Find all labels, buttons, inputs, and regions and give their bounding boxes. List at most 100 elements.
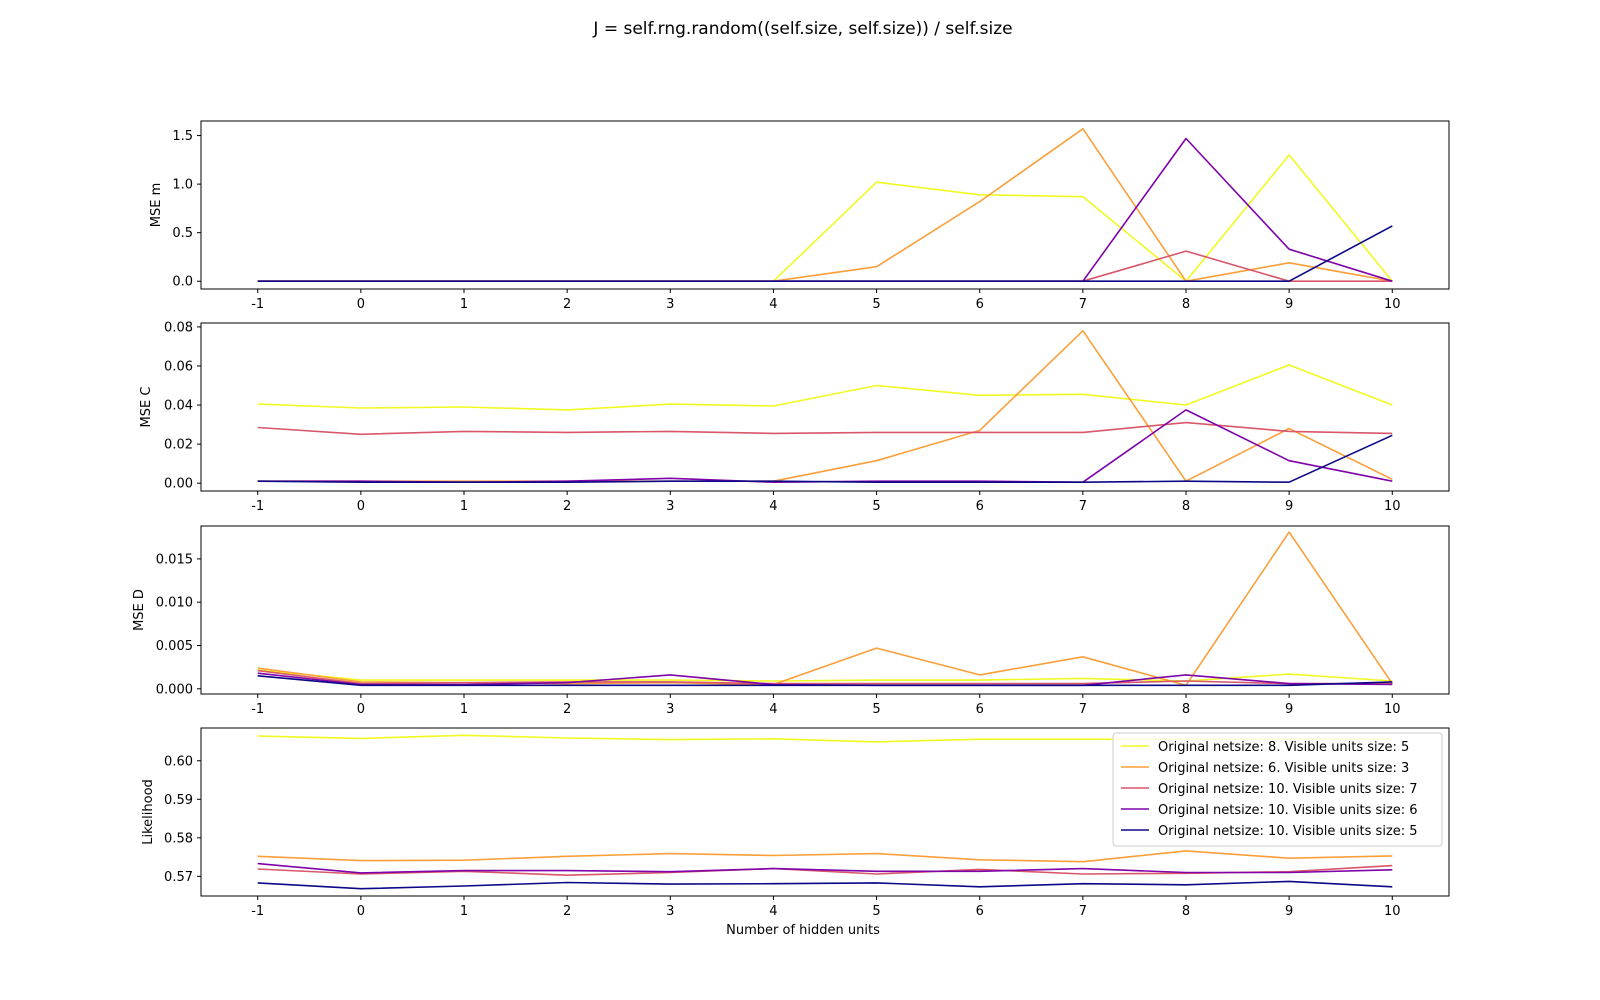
x-tick-label: 6 bbox=[976, 904, 984, 919]
series-line-2 bbox=[257, 531, 1393, 687]
subplot-1: MSE m 0.0 0.5 1.0 1.5 -1 0 1 2 3 4 5 6 7 8 9 10 bbox=[149, 120, 1450, 312]
y-tick-label: 0.02 bbox=[164, 438, 193, 453]
x-tick-label: 7 bbox=[1079, 702, 1087, 717]
x-tick-label: 10 bbox=[1384, 499, 1401, 514]
y-tick-label: 0.58 bbox=[164, 831, 193, 846]
x-tick-label: 2 bbox=[563, 297, 571, 312]
y-tick-label: 0.010 bbox=[156, 596, 193, 611]
series-line-5 bbox=[257, 880, 1393, 890]
legend-entry: Original netsize: 10. Visible units size… bbox=[1158, 824, 1418, 839]
series-line-1 bbox=[257, 364, 1393, 411]
x-tick-label: 5 bbox=[872, 904, 880, 919]
x-tick-label: 9 bbox=[1285, 297, 1293, 312]
x-tick-label: 0 bbox=[357, 702, 365, 717]
x-tick-label: 4 bbox=[769, 702, 777, 717]
series-line-5 bbox=[257, 225, 1393, 283]
x-tick-label: 7 bbox=[1079, 904, 1087, 919]
y-tick-label: 0.04 bbox=[164, 399, 193, 414]
figure-title: J = self.rng.random((self.size, self.siz… bbox=[592, 19, 1012, 39]
series-line-2 bbox=[257, 128, 1393, 283]
y-tick-label: 0.00 bbox=[164, 477, 193, 492]
x-tick-label: 3 bbox=[666, 702, 674, 717]
y-tick-label: 0.5 bbox=[172, 226, 193, 241]
x-tick-label: 4 bbox=[769, 499, 777, 514]
x-tick-label: 4 bbox=[769, 904, 777, 919]
x-tick-label: 6 bbox=[976, 297, 984, 312]
x-tick-label: 10 bbox=[1384, 702, 1401, 717]
axes-frame bbox=[200, 120, 1450, 290]
y-tick-label: 0.000 bbox=[156, 682, 193, 697]
y-axis-label: Likelihood bbox=[141, 779, 156, 845]
series-line-2 bbox=[257, 850, 1393, 863]
x-tick-label: 1 bbox=[460, 702, 468, 717]
x-tick-label: 10 bbox=[1384, 297, 1401, 312]
y-axis-label: MSE C bbox=[139, 387, 154, 428]
y-tick-label: 0.57 bbox=[164, 870, 193, 885]
y-tick-label: 0.59 bbox=[164, 793, 193, 808]
x-tick-label: 2 bbox=[563, 904, 571, 919]
series-line-5 bbox=[257, 675, 1393, 687]
y-tick-label: 0.005 bbox=[156, 639, 193, 654]
x-tick-label: 5 bbox=[872, 499, 880, 514]
x-tick-label: 0 bbox=[357, 297, 365, 312]
axes-frame bbox=[200, 322, 1450, 492]
y-tick-label: 0.0 bbox=[172, 275, 193, 290]
x-tick-label: 8 bbox=[1182, 499, 1190, 514]
series-line-1 bbox=[257, 669, 1393, 682]
x-tick-label: 2 bbox=[563, 702, 571, 717]
series-line-4 bbox=[257, 862, 1393, 874]
legend-entry: Original netsize: 10. Visible units size… bbox=[1158, 803, 1418, 818]
x-tick-label: -1 bbox=[251, 702, 264, 717]
y-tick-label: 0.08 bbox=[164, 320, 193, 335]
x-tick-label: 7 bbox=[1079, 499, 1087, 514]
y-tick-label: 1.5 bbox=[172, 129, 193, 144]
x-tick-label: 3 bbox=[666, 499, 674, 514]
x-tick-label: 3 bbox=[666, 297, 674, 312]
y-axis-label: MSE m bbox=[149, 183, 164, 227]
subplot-4: Likelihood 0.57 0.58 0.59 0.60 -1 0 1 2 3 4 5 6 7 8 9 10… bbox=[141, 727, 1450, 919]
series-line-3 bbox=[257, 250, 1393, 283]
x-axis-label: Number of hidden units bbox=[726, 923, 880, 938]
series-line-3 bbox=[257, 421, 1393, 436]
legend-entry: Original netsize: 10. Visible units size… bbox=[1158, 782, 1418, 797]
legend-box bbox=[1112, 732, 1443, 847]
subplot-2: MSE C 0.00 0.02 0.04 0.06 0.08 -1 0 1 2 3 4 5 6 7 8 9 10 bbox=[139, 320, 1450, 514]
legend-entry: Original netsize: 8. Visible units size:… bbox=[1158, 740, 1409, 755]
x-tick-label: 6 bbox=[976, 702, 984, 717]
x-tick-label: 1 bbox=[460, 297, 468, 312]
x-tick-label: 4 bbox=[769, 297, 777, 312]
x-tick-label: 3 bbox=[666, 904, 674, 919]
x-tick-label: 10 bbox=[1384, 904, 1401, 919]
series-line-4 bbox=[257, 137, 1393, 283]
x-tick-label: 8 bbox=[1182, 297, 1190, 312]
y-tick-label: 1.0 bbox=[172, 178, 193, 193]
x-tick-label: 5 bbox=[872, 702, 880, 717]
x-tick-label: -1 bbox=[251, 499, 264, 514]
x-tick-label: 7 bbox=[1079, 297, 1087, 312]
x-tick-label: -1 bbox=[251, 297, 264, 312]
legend: Original netsize: 8. Visible units size:… bbox=[1112, 732, 1443, 847]
x-tick-label: 8 bbox=[1182, 904, 1190, 919]
x-tick-label: 8 bbox=[1182, 702, 1190, 717]
x-tick-label: 0 bbox=[357, 904, 365, 919]
axes-frame bbox=[200, 525, 1450, 695]
x-tick-label: 9 bbox=[1285, 499, 1293, 514]
x-tick-label: 9 bbox=[1285, 702, 1293, 717]
y-tick-label: 0.06 bbox=[164, 359, 193, 374]
series-line-3 bbox=[257, 669, 1393, 685]
axes-frame bbox=[200, 727, 1450, 897]
series-line-2 bbox=[257, 329, 1393, 483]
y-tick-label: 0.60 bbox=[164, 754, 193, 769]
x-tick-label: 9 bbox=[1285, 904, 1293, 919]
y-tick-label: 0.015 bbox=[156, 552, 193, 567]
x-tick-label: -1 bbox=[251, 904, 264, 919]
series-line-5 bbox=[257, 434, 1393, 484]
x-tick-label: 1 bbox=[460, 904, 468, 919]
legend-entry: Original netsize: 6. Visible units size:… bbox=[1158, 761, 1409, 776]
x-tick-label: 5 bbox=[872, 297, 880, 312]
x-tick-label: 1 bbox=[460, 499, 468, 514]
subplot-3: MSE D 0.000 0.005 0.010 0.015 -1 0 1 2 3 4 5 6 7 8 9 10 bbox=[132, 525, 1450, 717]
